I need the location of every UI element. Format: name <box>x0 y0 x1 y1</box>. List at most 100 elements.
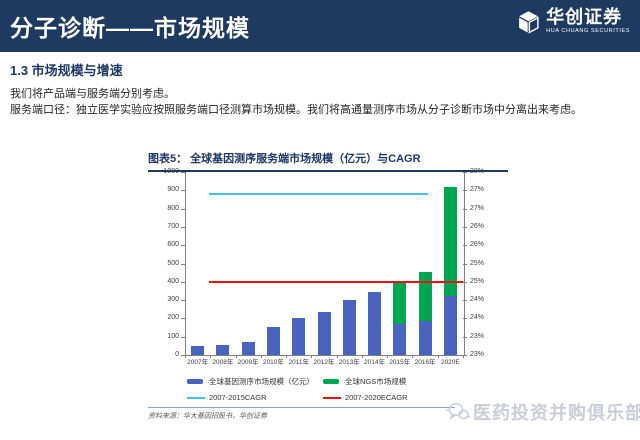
x-axis-tick <box>387 355 389 358</box>
x-axis-tick <box>437 355 439 358</box>
legend-label: 2007-2020ECAGR <box>345 393 408 402</box>
x-axis-tick <box>463 355 464 358</box>
page-title: 分子诊断——市场规模 <box>10 15 250 41</box>
y-axis-right-label: 25% <box>470 259 485 267</box>
bar-genome-sequencing <box>266 326 280 355</box>
x-axis-tick <box>361 355 363 358</box>
brand-subtitle: HUA CHUANG SECURITIES <box>546 28 630 34</box>
y-axis-left-tick <box>181 336 185 338</box>
bar-genome-sequencing <box>368 291 382 355</box>
y-axis-right-label: 24% <box>470 314 485 322</box>
legend-label: 2007-2015CAGR <box>209 393 267 402</box>
y-axis-right-tick <box>463 263 467 265</box>
x-axis-label: 2008年 <box>212 359 234 366</box>
figure-title: 图表5： 全球基因测序服务端市场规模（亿元）与CAGR <box>148 150 508 172</box>
watermark-text: 医药投资并购俱乐部 <box>473 403 640 423</box>
bar-ngs <box>418 271 432 322</box>
y-axis-left-label: 800 <box>167 204 179 212</box>
section-heading: 1.3 市场规模与增速 <box>10 63 123 78</box>
y-axis-left-label: 1000 <box>163 168 179 175</box>
wechat-bubble-icon <box>446 402 470 420</box>
x-axis-tick <box>260 355 262 358</box>
y-axis-right-tick <box>463 300 467 302</box>
watermark: 医药投资并购俱乐部 <box>446 399 640 425</box>
y-axis-left-tick <box>181 263 185 265</box>
y-axis-left-tick <box>181 172 185 173</box>
brand-text: 华创证券 HUA CHUANG SECURITIES <box>546 7 630 34</box>
brand-logo: 华创证券 HUA CHUANG SECURITIES <box>516 7 630 34</box>
bar-ngs <box>443 186 457 297</box>
y-axis-left-tick <box>181 318 185 320</box>
x-axis-tick <box>412 355 414 358</box>
legend-swatch <box>187 379 203 384</box>
y-axis-right-label: 24% <box>470 296 485 304</box>
bar-genome-sequencing <box>292 318 306 355</box>
y-axis-right-tick <box>463 226 467 228</box>
y-axis-right-tick <box>463 318 467 320</box>
y-axis-left-label: 500 <box>167 259 179 267</box>
y-axis-right-tick <box>463 245 467 247</box>
legend-swatch <box>323 397 341 399</box>
bar-genome-sequencing <box>342 300 356 355</box>
x-axis-tick <box>210 355 212 358</box>
x-axis-label: 2014年 <box>364 359 386 366</box>
x-axis-tick <box>311 355 313 358</box>
y-axis-right-tick <box>463 208 467 210</box>
y-axis-right-label: 26% <box>470 241 485 249</box>
y-axis-left-label: 900 <box>167 186 179 194</box>
bar-genome-sequencing <box>216 344 230 355</box>
y-axis-right-tick <box>463 355 467 356</box>
x-axis-label: 2015年 <box>389 359 411 366</box>
x-axis-label: 2013年 <box>338 359 360 366</box>
y-axis-right-label: 26% <box>470 222 485 230</box>
x-axis-label: 2007年 <box>187 359 209 366</box>
bar-genome-sequencing <box>317 311 331 355</box>
x-axis-tick <box>286 355 288 358</box>
legend-label: 全球基因测序市场规模（亿元） <box>209 377 314 386</box>
y-axis-right-label: 27% <box>470 186 485 194</box>
paragraph-2: 服务端口径：独立医学实验应按照服务端口径测算市场规模。我们将高通量测序市场从分子… <box>10 104 582 116</box>
y-axis-right-label: 27% <box>470 204 485 212</box>
x-axis-tick <box>336 355 338 358</box>
y-axis-right-label: 28% <box>470 168 485 175</box>
y-axis-left-label: 600 <box>167 241 179 249</box>
bar-genome-sequencing <box>393 323 407 355</box>
x-axis-label: 2012年 <box>313 359 335 366</box>
y-axis-right-label: 25% <box>470 277 485 285</box>
y-axis-left-label: 700 <box>167 222 179 230</box>
y-axis-left-label: 300 <box>167 296 179 304</box>
legend-swatch <box>323 379 339 384</box>
y-axis-left-tick <box>181 208 185 210</box>
y-axis-left-label: 200 <box>167 314 179 322</box>
x-axis-label: 2011年 <box>288 359 309 366</box>
y-axis-left-tick <box>181 226 185 228</box>
bar-genome-sequencing <box>241 342 255 355</box>
bar-genome-sequencing <box>443 296 457 355</box>
y-axis-right-tick <box>463 190 467 192</box>
x-axis-label: 2010年 <box>262 359 284 366</box>
cagr-line <box>208 192 429 195</box>
divider-line <box>148 407 455 408</box>
bar-ngs <box>393 282 407 324</box>
legend-swatch <box>187 397 205 399</box>
x-axis-label: 2009年 <box>237 359 259 366</box>
y-axis-left-label: 100 <box>167 332 179 340</box>
bar-genome-sequencing <box>418 321 432 355</box>
x-axis-label: 2020E <box>440 359 460 366</box>
y-axis-left-tick <box>181 281 185 283</box>
y-axis-left-tick <box>181 245 185 247</box>
x-axis-label: 2016年 <box>414 359 436 366</box>
y-axis-right-tick <box>463 336 467 338</box>
y-axis-right-label: 23% <box>470 332 485 340</box>
y-axis-left-tick <box>181 190 185 192</box>
cube-logo-icon <box>519 11 539 34</box>
brand-name: 华创证券 <box>546 7 623 27</box>
y-axis-left-tick <box>181 355 185 356</box>
x-axis-tick <box>185 355 186 358</box>
y-axis-left-label: 400 <box>167 277 179 285</box>
cagr-line <box>208 280 463 283</box>
x-axis-tick <box>235 355 237 358</box>
y-axis-right-label: 23% <box>470 351 485 358</box>
